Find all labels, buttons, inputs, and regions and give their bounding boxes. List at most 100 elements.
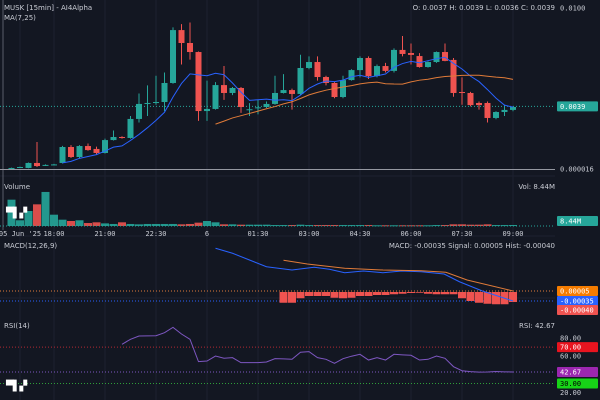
macd-histogram-bar — [432, 292, 441, 295]
candle-body — [8, 167, 15, 169]
histogram-value-label: -0.00040 — [560, 307, 594, 315]
macd-histogram-bar — [373, 292, 381, 295]
volume-bar — [16, 220, 24, 226]
volume-bar — [449, 224, 458, 226]
macd-histogram-bar — [407, 292, 415, 293]
macd-histogram-bar — [305, 292, 313, 296]
volume-bar — [152, 223, 160, 226]
macd-readout: MACD: -0.00035 Signal: 0.00005 Hist: -0.… — [388, 242, 555, 250]
candle-body — [246, 109, 253, 111]
candle-body — [501, 109, 508, 113]
volume-bar — [126, 223, 135, 226]
candle-body — [289, 90, 295, 94]
macd-histogram-bar — [381, 292, 390, 295]
volume-bar — [211, 222, 220, 226]
last-price-label: 0.0039 — [560, 103, 585, 111]
macd-title: MACD(12,26,9) — [4, 242, 58, 250]
candle-body — [510, 107, 516, 110]
candle-body — [263, 103, 270, 108]
histogram-value-label-box — [557, 305, 598, 315]
macd-histogram-bar — [339, 292, 347, 299]
candle-body — [17, 167, 23, 169]
candle-body — [68, 147, 74, 158]
macd-histogram-bar — [415, 292, 424, 293]
candle-body — [391, 49, 397, 71]
price-axis-label: 0.000016 — [560, 166, 594, 174]
volume-bar — [279, 225, 288, 227]
volume-bar — [101, 223, 109, 226]
volume-bar — [67, 221, 75, 226]
volume-bar — [92, 222, 101, 226]
volume-bar — [237, 224, 245, 226]
candle-body — [212, 85, 219, 109]
candle-body — [442, 52, 448, 61]
volume-bar — [177, 224, 186, 226]
volume-bar — [424, 225, 432, 227]
volume-bar — [58, 219, 67, 226]
candle-body — [238, 87, 244, 108]
candle-body — [153, 102, 159, 104]
candle-body — [297, 67, 304, 94]
volume-bar — [483, 224, 492, 226]
rsi-title: RSI(14) — [4, 322, 30, 330]
macd-histogram-bar — [347, 292, 356, 298]
candle-body — [187, 42, 193, 53]
candle-body — [221, 85, 227, 93]
candle-body — [110, 137, 117, 141]
candle-body — [144, 102, 151, 104]
candle-body — [119, 137, 125, 139]
volume-bar — [109, 223, 118, 226]
macd-histogram-bar — [356, 292, 364, 296]
volume-bar — [50, 214, 58, 226]
candle-body — [178, 30, 185, 43]
tradingview-logo: ▀▌▞ — [6, 208, 27, 219]
candle-body — [272, 92, 278, 104]
volume-bar — [415, 225, 424, 227]
rsi-value-label-box — [557, 366, 598, 377]
volume-bar — [41, 191, 50, 226]
candle-body — [85, 146, 91, 151]
candle-body — [255, 107, 261, 109]
x-tick-label: 03:00 — [298, 230, 319, 238]
macd-line — [215, 247, 514, 302]
volume-bar — [194, 222, 203, 226]
volume-bar — [33, 204, 41, 226]
candle-body — [42, 164, 49, 166]
volume-bar — [458, 224, 466, 226]
macd-histogram-bar — [466, 292, 475, 301]
volume-bar — [313, 225, 322, 227]
candle-body — [34, 162, 40, 167]
signal-value-label-box — [557, 286, 598, 296]
x-tick-label: 05 Jun '25 — [0, 230, 41, 238]
x-tick-label: 21:00 — [94, 230, 115, 238]
volume-bar — [245, 224, 254, 226]
chart-title: MUSK [15min] - AI4Alpha — [4, 4, 93, 12]
candle-body — [357, 57, 363, 71]
macd-histogram-bar — [364, 292, 373, 296]
signal-line — [283, 259, 514, 292]
x-tick-label: 18:00 — [43, 230, 64, 238]
volume-bar — [186, 223, 194, 226]
candle-body — [314, 62, 321, 78]
candle-body — [25, 162, 32, 168]
rsi-overbought-label: 70.00 — [560, 344, 581, 352]
volume-bar — [373, 225, 381, 227]
volume-bar — [296, 224, 305, 226]
candle-body — [102, 140, 108, 153]
candle-body — [306, 62, 312, 68]
macd-histogram-bar — [441, 292, 449, 295]
volume-readout: Vol: 8.44M — [518, 183, 555, 191]
candle-body — [331, 82, 338, 98]
candle-body — [340, 80, 346, 98]
macd-histogram-bar — [288, 292, 296, 303]
rsi-axis-label: 60.00 — [560, 353, 581, 361]
candle-body — [195, 52, 202, 112]
rsi-axis-label: 20.00 — [560, 389, 581, 397]
macd-histogram-bar — [449, 292, 458, 295]
candle-body — [365, 57, 372, 77]
candle-body — [408, 52, 414, 55]
rsi-line — [121, 326, 514, 373]
candle-body — [59, 147, 66, 163]
macd-histogram-bar — [458, 292, 466, 299]
